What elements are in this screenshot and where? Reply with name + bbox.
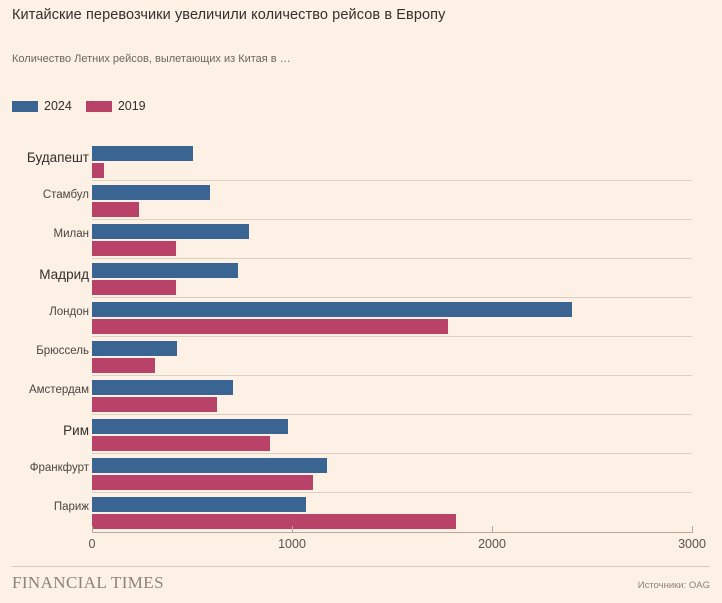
x-tick-label: 3000	[678, 537, 706, 551]
legend-item-2024[interactable]: 2024	[12, 100, 72, 113]
bar-2019[interactable]	[92, 280, 176, 295]
bar-group: Париж	[54, 492, 692, 530]
bar-2024[interactable]	[92, 380, 233, 395]
legend-label-2019: 2019	[117, 99, 146, 113]
category-label: Франкфурт	[29, 462, 89, 474]
bar-2024[interactable]	[92, 497, 306, 512]
bar-2019[interactable]	[92, 319, 448, 334]
gridline	[92, 492, 692, 493]
category-label: Будапешт	[26, 150, 89, 165]
bar-group: Рим	[63, 414, 692, 452]
bar-group: Будапешт	[27, 141, 692, 179]
bar-2019[interactable]	[92, 397, 217, 412]
legend-swatch-2019	[85, 100, 112, 112]
bar-2019[interactable]	[92, 436, 270, 451]
category-label: Амстердам	[28, 384, 89, 396]
x-axis-line	[92, 532, 692, 533]
bar-2024[interactable]	[92, 263, 238, 278]
bar-group: Мадрид	[39, 258, 692, 296]
x-tick	[492, 526, 493, 533]
legend-item-2019[interactable]: 2019	[85, 99, 146, 113]
gridline	[92, 453, 692, 454]
bar-group: Брюссель	[36, 336, 692, 374]
x-tick	[692, 526, 693, 533]
gridline	[92, 258, 692, 259]
bar-2019[interactable]	[92, 202, 139, 217]
category-label: Лондон	[49, 306, 89, 318]
gridline	[92, 219, 692, 220]
category-label: Мадрид	[39, 267, 89, 282]
legend-swatch-2024	[12, 100, 38, 112]
x-tick-label: 2000	[478, 537, 506, 551]
bar-2019[interactable]	[92, 514, 456, 529]
footer-divider	[12, 566, 710, 567]
bar-group: Стамбул	[43, 180, 692, 218]
x-tick-label: 0	[88, 537, 96, 551]
bar-2019[interactable]	[92, 358, 155, 373]
gridline	[92, 297, 692, 298]
x-tick	[292, 526, 293, 533]
bar-group: Милан	[54, 219, 692, 257]
bar-2024[interactable]	[92, 302, 572, 317]
legend-label-2024: 2024	[44, 99, 72, 113]
bar-2024[interactable]	[92, 341, 177, 356]
bar-group: Амстердам	[29, 375, 692, 413]
bar-2024[interactable]	[92, 419, 288, 434]
financial-times-logo: FINANCIAL TIMES	[12, 573, 164, 592]
gridline	[92, 180, 692, 181]
chart-legend: 2024 2019	[12, 100, 146, 113]
chart-subtitle: Количество Летних рейсов, вылетающих из …	[12, 53, 291, 65]
category-label: Рим	[63, 423, 89, 438]
bar-2019[interactable]	[92, 475, 313, 490]
gridline	[92, 414, 692, 415]
gridline	[92, 375, 692, 376]
bar-2024[interactable]	[92, 185, 210, 200]
chart-title: Китайские перевозчики увеличили количест…	[12, 7, 446, 23]
bar-2024[interactable]	[92, 146, 193, 161]
bar-2024[interactable]	[92, 458, 327, 473]
bar-group: Франкфурт	[30, 453, 692, 491]
x-tick-label: 1000	[278, 537, 306, 551]
x-tick	[92, 526, 93, 533]
category-label: Милан	[53, 228, 89, 240]
category-label: Стамбул	[42, 189, 89, 201]
plot-area: Будапешт Стамбул Милан Мадрид Лондон Брюссель…	[27, 141, 692, 531]
source-note: Источники: OAG	[637, 580, 710, 591]
bar-2019[interactable]	[92, 241, 176, 256]
category-label: Брюссель	[36, 345, 89, 357]
gridline	[92, 336, 692, 337]
bar-2024[interactable]	[92, 224, 249, 239]
bar-group: Лондон	[49, 297, 692, 335]
bar-2019[interactable]	[92, 163, 104, 178]
category-label: Париж	[53, 501, 89, 513]
